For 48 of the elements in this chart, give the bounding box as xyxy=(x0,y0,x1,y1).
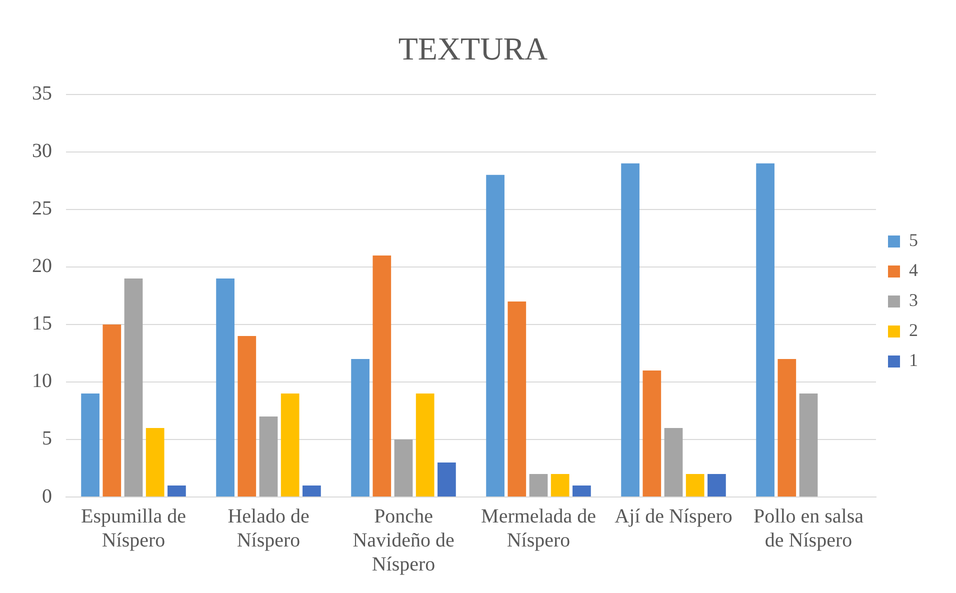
bar xyxy=(664,428,683,496)
bar xyxy=(81,393,100,496)
bar xyxy=(550,474,570,496)
bar xyxy=(216,278,234,496)
bar xyxy=(280,393,300,496)
bar xyxy=(508,301,526,496)
y-tick-label: 0 xyxy=(42,485,52,508)
bar xyxy=(438,462,456,496)
bar xyxy=(799,393,818,496)
bar xyxy=(621,163,640,496)
legend-label: 3 xyxy=(909,290,918,310)
bar xyxy=(529,474,548,496)
bar xyxy=(102,324,122,496)
bar xyxy=(486,174,504,496)
x-tick-label: Ají de Níspero xyxy=(614,505,732,528)
bar xyxy=(124,278,143,496)
legend-label: 4 xyxy=(909,260,918,280)
bar xyxy=(238,336,256,496)
bar xyxy=(572,485,591,496)
y-tick-label: 10 xyxy=(32,370,52,392)
y-tick-label: 25 xyxy=(32,198,52,220)
x-tick-label: Mermelada de Níspero xyxy=(481,505,596,552)
chart-title: TEXTURA xyxy=(398,30,548,67)
x-tick-label: Helado de Níspero xyxy=(228,505,310,552)
bar xyxy=(756,163,774,496)
bar xyxy=(686,474,704,496)
y-tick-label: 20 xyxy=(32,255,52,278)
bar xyxy=(302,485,321,496)
legend-label: 1 xyxy=(909,350,918,370)
bar xyxy=(146,428,164,496)
legend-label: 5 xyxy=(909,230,918,250)
bar xyxy=(372,255,392,496)
bar xyxy=(168,485,186,496)
bar xyxy=(394,439,413,496)
y-tick-label: 5 xyxy=(42,428,52,450)
bar xyxy=(259,416,278,496)
x-tick-label: Pollo en salsa de Níspero xyxy=(754,505,864,552)
y-tick-label: 30 xyxy=(32,140,52,162)
y-tick-label: 35 xyxy=(32,82,52,105)
bar xyxy=(351,358,370,496)
bar xyxy=(642,370,662,496)
bar xyxy=(778,358,796,496)
legend-label: 2 xyxy=(909,320,918,340)
bar xyxy=(708,474,726,496)
y-tick-label: 15 xyxy=(32,312,52,335)
x-tick-label: Ponche Navideño de Níspero xyxy=(352,505,454,576)
bar xyxy=(416,393,434,496)
x-tick-label: Espumilla de Níspero xyxy=(81,505,186,552)
